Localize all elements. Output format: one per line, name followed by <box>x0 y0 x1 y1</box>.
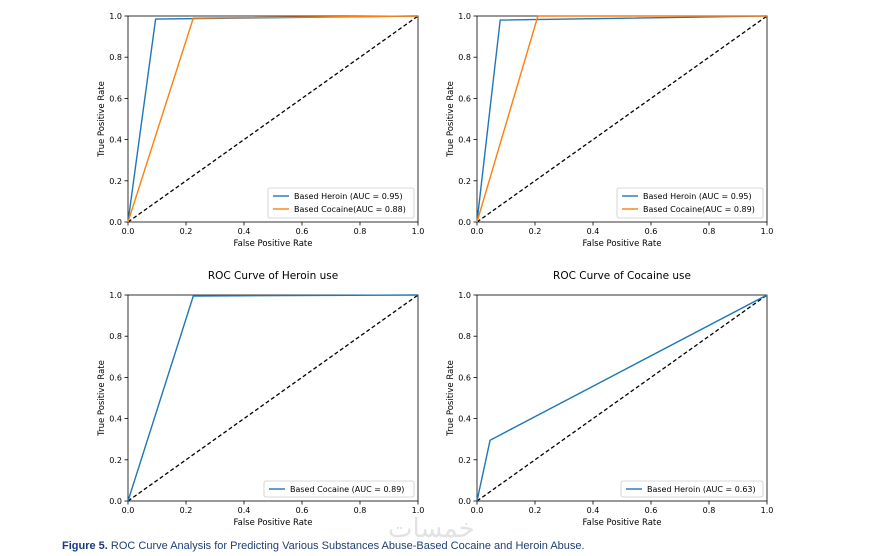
chart-title: ROC Curve of Cocaine use <box>553 270 691 282</box>
x-tick-label: 0.4 <box>587 227 600 236</box>
x-tick-label: 0.6 <box>645 227 658 236</box>
legend-entry: Based Heroin (AUC = 0.95) <box>643 192 752 201</box>
y-tick-label: 0.4 <box>109 415 122 424</box>
y-axis-label: True Positive Rate <box>446 360 456 437</box>
x-tick-label: 0.4 <box>587 506 600 515</box>
x-tick-label: 1.0 <box>761 506 774 515</box>
y-tick-label: 0.0 <box>458 218 471 227</box>
y-tick-label: 0.0 <box>109 497 122 506</box>
x-tick-label: 0.6 <box>645 506 658 515</box>
y-tick-label: 0.2 <box>458 177 471 186</box>
y-tick-label: 0.2 <box>109 177 122 186</box>
reference-diagonal-line <box>127 15 419 223</box>
legend: Based Heroin (AUC = 0.95) Based Cocaine(A… <box>267 187 415 219</box>
y-tick-label: 0.2 <box>458 456 471 465</box>
y-tick-label: 0.0 <box>109 218 122 227</box>
legend-entry: Based Cocaine (AUC = 0.89) <box>290 485 404 494</box>
legend: Based Cocaine (AUC = 0.89) <box>263 480 415 498</box>
y-axis-label: True Positive Rate <box>97 81 107 158</box>
legend-entry: Based Heroin (AUC = 0.95) <box>294 192 403 201</box>
x-tick-label: 0.8 <box>354 227 367 236</box>
x-tick-label: 0.0 <box>471 506 484 515</box>
x-tick-label: 0.2 <box>529 227 542 236</box>
legend-entry: Based Cocaine(AUC = 0.89) <box>643 205 755 214</box>
x-axis-label: False Positive Rate <box>583 518 662 528</box>
y-tick-label: 0.4 <box>458 415 471 424</box>
y-tick-label: 0.6 <box>458 94 471 103</box>
y-tick-label: 0.6 <box>109 373 122 382</box>
caption-label: Figure 5. <box>62 540 108 552</box>
x-tick-label: 0.8 <box>354 506 367 515</box>
x-tick-label: 0.0 <box>471 227 484 236</box>
y-tick-label: 0.8 <box>458 332 471 341</box>
y-tick-label: 0.8 <box>458 53 471 62</box>
figure-caption: Figure 5. ROC Curve Analysis for Predict… <box>62 540 585 552</box>
x-axis-label: False Positive Rate <box>583 239 662 249</box>
legend-entry: Based Cocaine(AUC = 0.88) <box>294 205 406 214</box>
x-tick-label: 0.4 <box>238 227 251 236</box>
legend-box <box>267 187 415 219</box>
x-tick-label: 0.0 <box>122 506 135 515</box>
roc-panel-1: 0.0 0.2 0.4 0.6 0.8 1.0 0.0 0.2 0.4 0.6 0.8 1.0 Fals… <box>97 12 424 249</box>
x-axis-label: False Positive Rate <box>234 239 313 249</box>
x-tick-label: 0.8 <box>703 227 716 236</box>
x-tick-label: 1.0 <box>761 227 774 236</box>
y-tick-label: 0.8 <box>109 53 122 62</box>
legend: Based Heroin (AUC = 0.63) <box>620 480 764 498</box>
legend-entry: Based Heroin (AUC = 0.63) <box>647 485 756 494</box>
reference-diagonal-line <box>476 294 768 502</box>
roc-panel-4: 0.0 0.2 0.4 0.6 0.8 1.0 0.0 0.2 0.4 0.6 0.8 1.0 Fals… <box>446 270 773 528</box>
legend-box <box>616 187 764 219</box>
y-tick-label: 0.6 <box>109 94 122 103</box>
roc-series-line-1 <box>476 15 768 223</box>
roc-series-line-2 <box>127 15 419 223</box>
y-axis-label: True Positive Rate <box>446 81 456 158</box>
y-tick-label: 0.8 <box>109 332 122 341</box>
legend: Based Heroin (AUC = 0.95) Based Cocaine(A… <box>616 187 764 219</box>
y-tick-label: 1.0 <box>109 291 122 300</box>
roc-series-line-2 <box>476 15 767 223</box>
x-tick-label: 0.0 <box>122 227 135 236</box>
x-tick-label: 0.2 <box>529 506 542 515</box>
roc-series-line-1 <box>476 294 768 502</box>
y-tick-label: 0.4 <box>458 136 471 145</box>
reference-diagonal-line <box>127 294 419 502</box>
y-tick-label: 1.0 <box>458 12 471 21</box>
x-tick-label: 0.4 <box>238 506 251 515</box>
caption-text: ROC Curve Analysis for Predicting Variou… <box>110 540 585 552</box>
chart-title: ROC Curve of Heroin use <box>208 270 338 282</box>
legend-box <box>620 480 764 498</box>
y-axis-label: True Positive Rate <box>97 360 107 437</box>
x-tick-label: 0.2 <box>180 506 193 515</box>
x-tick-label: 1.0 <box>412 227 425 236</box>
reference-diagonal-line <box>476 15 768 223</box>
legend-box <box>263 480 415 498</box>
x-tick-label: 1.0 <box>412 506 425 515</box>
roc-panel-3: 0.0 0.2 0.4 0.6 0.8 1.0 0.0 0.2 0.4 0.6 0.8 1.0 Fals… <box>97 270 424 528</box>
watermark-logo: خمسات <box>388 514 475 544</box>
y-tick-label: 1.0 <box>109 12 122 21</box>
y-tick-label: 0.4 <box>109 136 122 145</box>
x-tick-label: 0.6 <box>296 227 309 236</box>
roc-series-line-1 <box>127 294 419 502</box>
x-tick-label: 0.8 <box>703 506 716 515</box>
y-tick-label: 0.2 <box>109 456 122 465</box>
roc-panel-2: 0.0 0.2 0.4 0.6 0.8 1.0 0.0 0.2 0.4 0.6 0.8 1.0 Fals… <box>446 12 773 249</box>
x-axis-label: False Positive Rate <box>234 518 313 528</box>
x-tick-label: 0.6 <box>296 506 309 515</box>
y-tick-label: 0.6 <box>458 373 471 382</box>
x-tick-label: 0.2 <box>180 227 193 236</box>
y-tick-label: 1.0 <box>458 291 471 300</box>
y-tick-label: 0.0 <box>458 497 471 506</box>
